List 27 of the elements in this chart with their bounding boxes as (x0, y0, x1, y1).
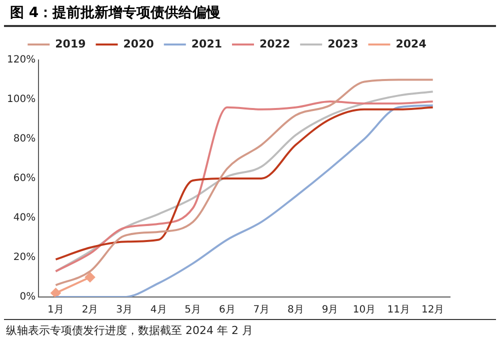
x-tick-label: 12月 (421, 304, 444, 316)
chart-title: 图 4：提前批新增专项债供给偏慢 (4, 0, 496, 27)
text: 纵轴表示专项债发行进度，数据截至 2024 年 2 月 (4, 319, 496, 341)
y-tick-label: 40% (13, 212, 36, 224)
y-tick-label: 60% (13, 173, 36, 184)
x-tick-label: 6月 (218, 304, 236, 316)
y-tick-label: 100% (6, 94, 36, 106)
x-tick-label: 2月 (82, 304, 98, 316)
x-tick-label: 3月 (116, 304, 132, 316)
y-tick-label: 0% (20, 292, 36, 303)
x-tick-label: 4月 (150, 304, 167, 316)
y-tick-label: 120% (6, 54, 36, 66)
y-tick-label: 20% (13, 252, 36, 264)
legend-label: 2023 (328, 37, 358, 50)
legend-label: 2020 (123, 37, 154, 50)
y-tick-label: 80% (13, 134, 36, 145)
x-tick-label: 11月 (387, 304, 410, 316)
x-tick-label: 9月 (322, 304, 338, 316)
legend-label: 2022 (260, 37, 290, 50)
x-tick-label: 10月 (352, 304, 376, 316)
legend-label: 2024 (396, 37, 427, 50)
x-tick-label: 1月 (48, 304, 64, 316)
x-tick-label: 8月 (288, 304, 304, 316)
legend-label: 2019 (55, 37, 86, 50)
x-tick-label: 5月 (184, 304, 202, 316)
x-tick-label: 7月 (253, 304, 270, 316)
legend-label: 2021 (191, 37, 222, 50)
